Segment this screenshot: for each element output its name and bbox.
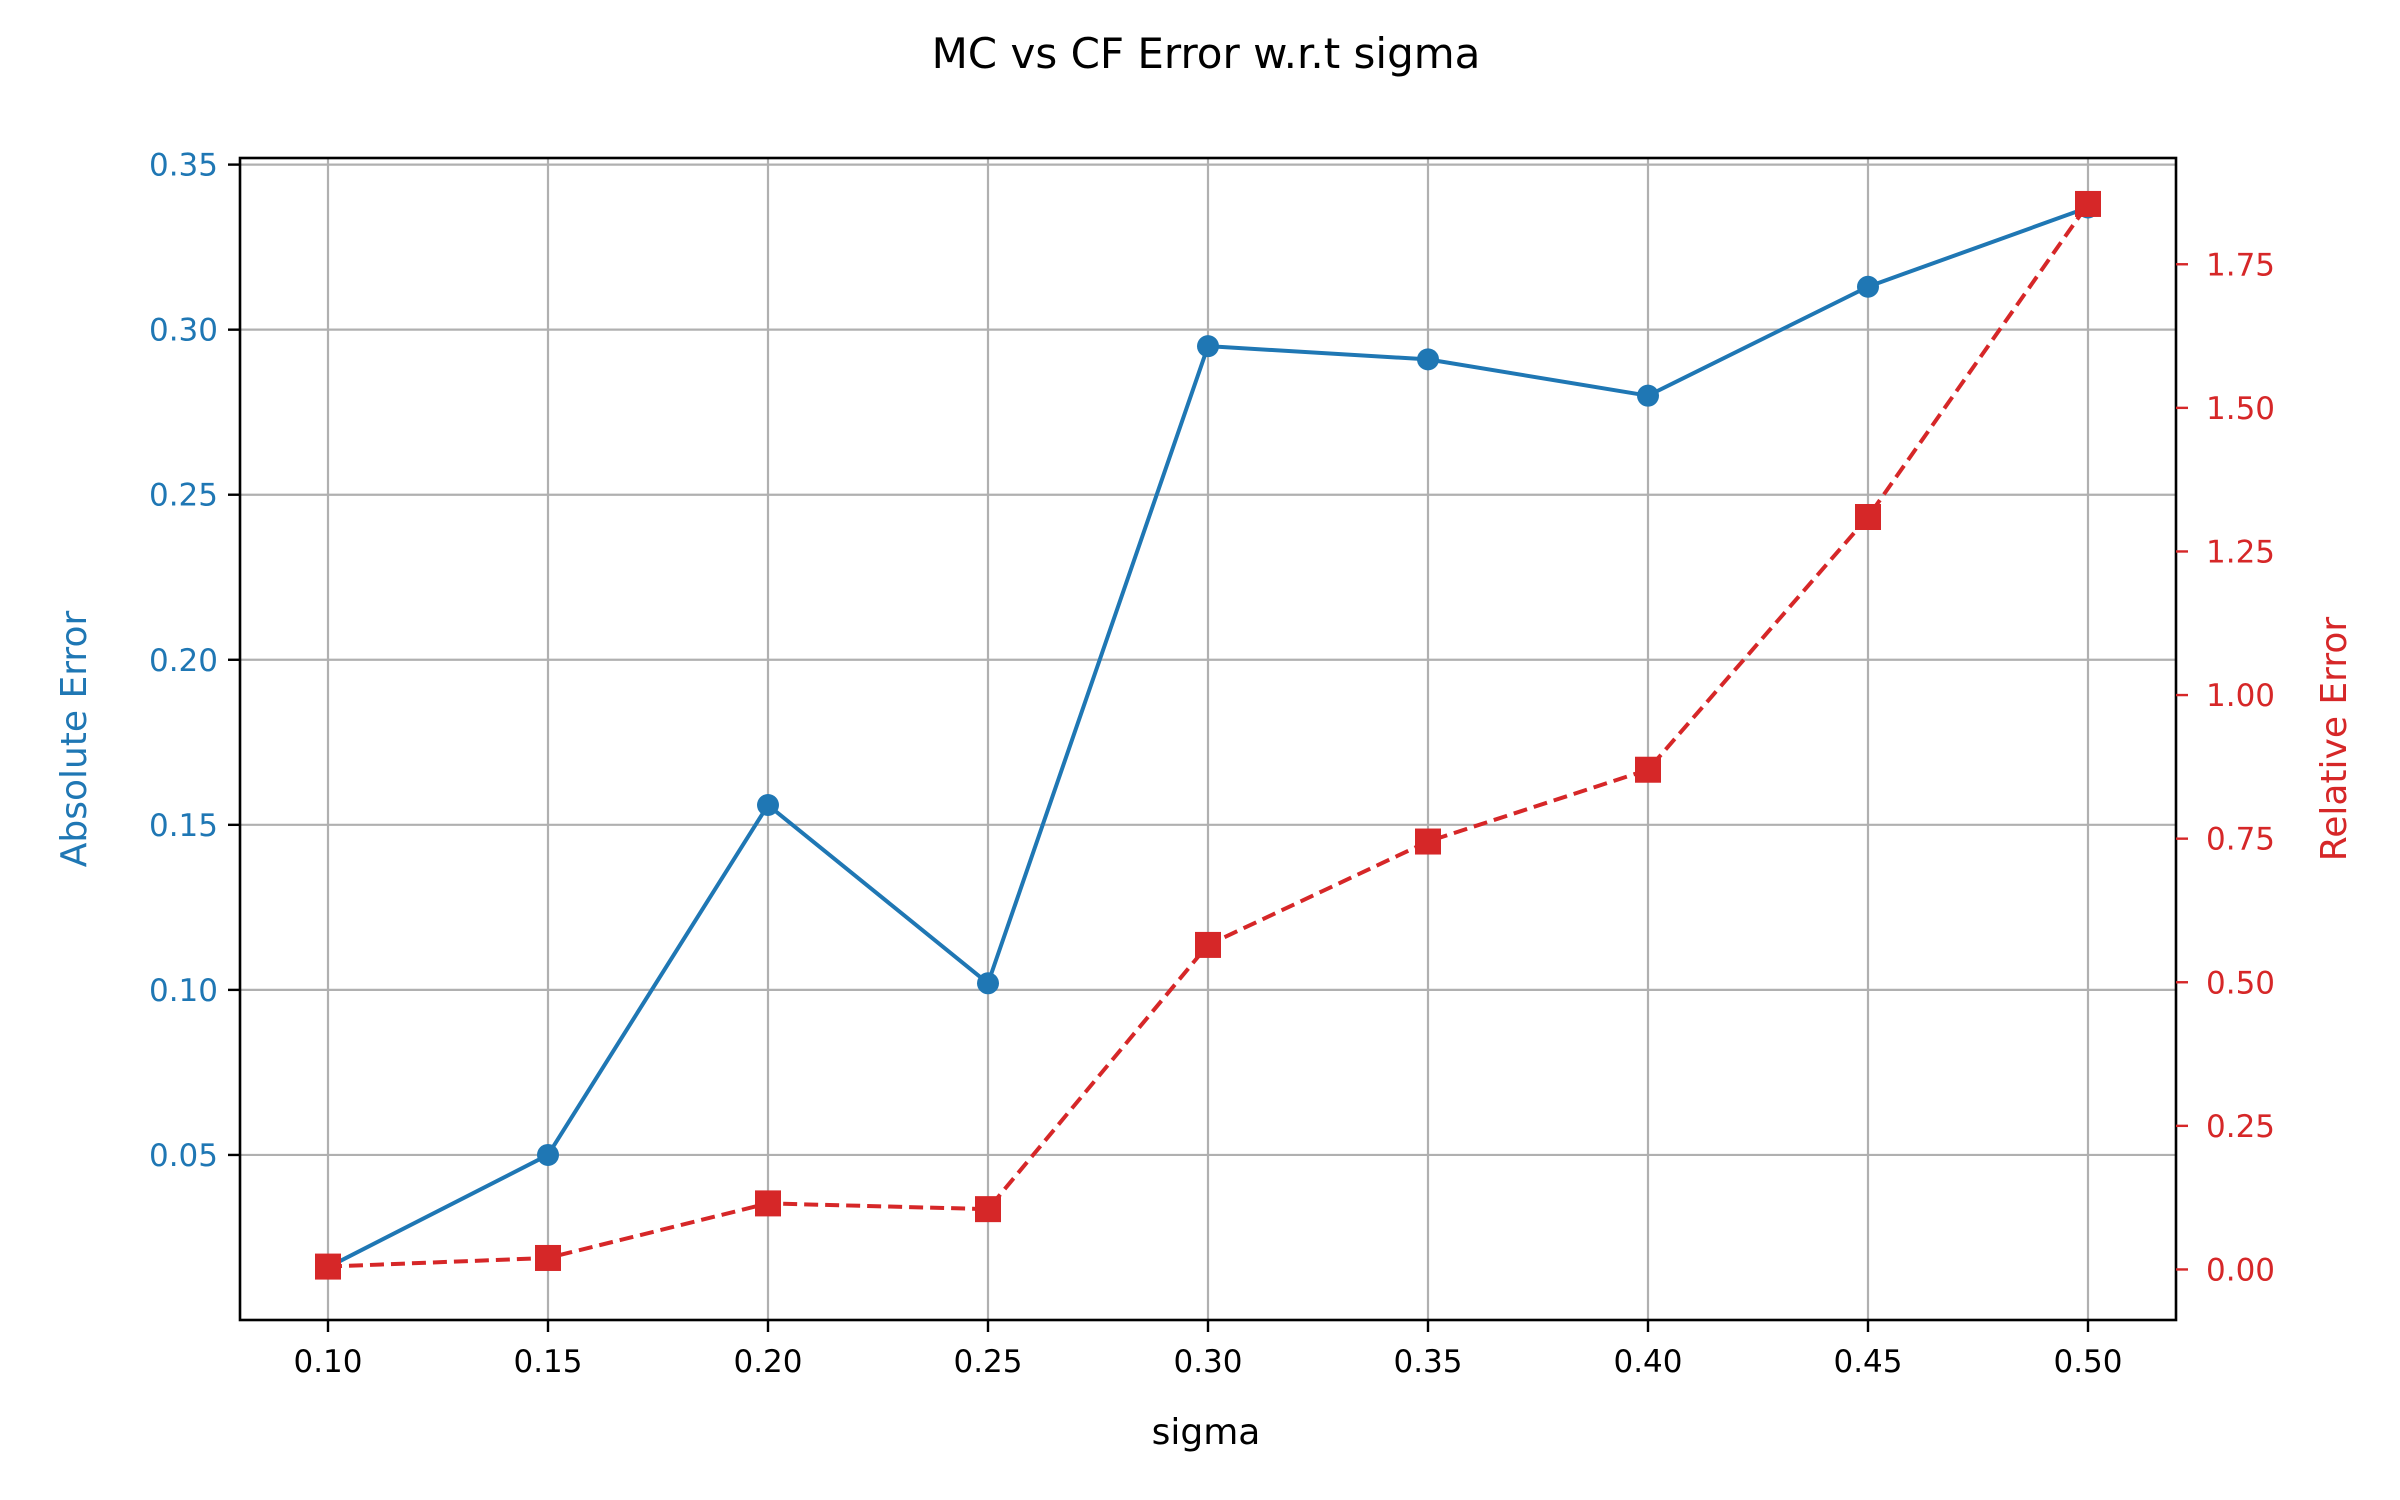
absolute-error-point	[1417, 348, 1439, 371]
relative-error-point	[315, 1253, 341, 1280]
x-tick-label: 0.45	[1833, 1344, 1902, 1380]
x-tick-label: 0.25	[953, 1344, 1022, 1380]
absolute-error-point	[1637, 384, 1659, 407]
y-tick-label-left: 0.30	[149, 313, 218, 349]
absolute-error-point	[1857, 275, 1879, 298]
y-tick-label-left: 0.05	[149, 1138, 218, 1174]
x-tick-label: 0.15	[513, 1344, 582, 1380]
x-tick-label: 0.20	[733, 1344, 802, 1380]
x-tick-label: 0.30	[1173, 1344, 1242, 1380]
x-tick-label: 0.50	[2053, 1344, 2122, 1380]
y-axis-label-left: Absolute Error	[54, 611, 95, 868]
relative-error-point	[1855, 503, 1881, 530]
y-axis-label-right: Relative Error	[2314, 617, 2355, 862]
relative-error-point	[975, 1196, 1001, 1223]
relative-error-point	[1415, 828, 1441, 855]
y-tick-label-right: 0.00	[2206, 1252, 2275, 1288]
relative-error-point	[1635, 756, 1661, 783]
absolute-error-point	[757, 794, 779, 817]
relative-error-point	[755, 1190, 781, 1217]
x-axis-label: sigma	[1152, 1412, 1261, 1453]
y-tick-label-left: 0.20	[149, 643, 218, 679]
y-tick-label-right: 0.50	[2206, 965, 2275, 1001]
y-tick-label-left: 0.10	[149, 973, 218, 1009]
y-tick-label-right: 0.75	[2206, 822, 2275, 858]
relative-error-point	[2075, 190, 2101, 217]
y-tick-label-left: 0.15	[149, 808, 218, 844]
absolute-error-point	[977, 972, 999, 995]
relative-error-point	[1195, 931, 1221, 958]
x-tick-label: 0.40	[1613, 1344, 1682, 1380]
series-layer	[315, 190, 2101, 1280]
y-tick-label-right: 1.75	[2206, 247, 2275, 283]
ticks: 0.10 0.15 0.20 0.25 0.30 0.35 0.40 0.45 0.50 0.05…	[149, 148, 2275, 1380]
y-tick-label-right: 1.25	[2206, 534, 2275, 570]
x-tick-label: 0.35	[1393, 1344, 1462, 1380]
y-tick-label-left: 0.35	[149, 148, 218, 184]
grid	[240, 158, 2176, 1320]
x-tick-label: 0.10	[293, 1344, 362, 1380]
y-tick-label-left: 0.25	[149, 478, 218, 514]
absolute-error-point	[1197, 335, 1219, 358]
relative-error-point	[535, 1244, 561, 1271]
absolute-error-point	[537, 1143, 559, 1166]
y-tick-label-right: 1.50	[2206, 391, 2275, 427]
chart-title: MC vs CF Error w.r.t sigma	[932, 29, 1481, 78]
y-tick-label-right: 0.25	[2206, 1109, 2275, 1145]
y-tick-label-right: 1.00	[2206, 678, 2275, 714]
